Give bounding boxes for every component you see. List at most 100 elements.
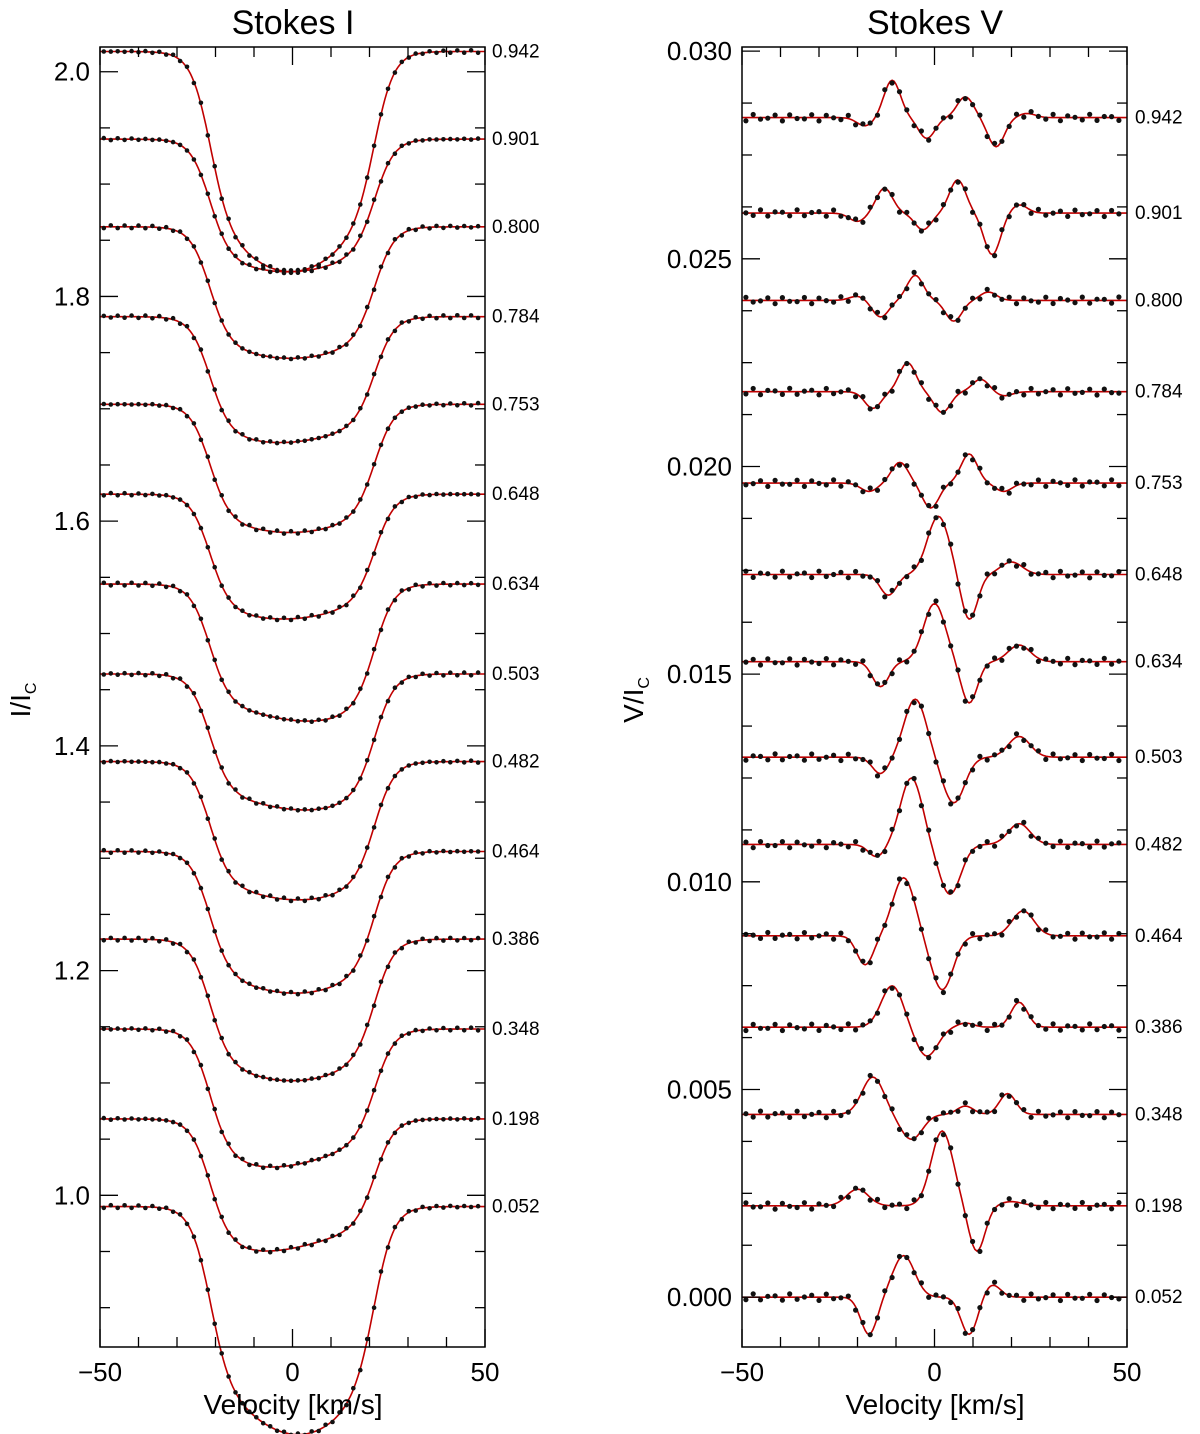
observed-point [838,841,844,847]
observed-point [933,402,939,408]
observed-point [392,773,398,779]
observed-point [948,1109,954,1115]
observed-point [344,602,349,608]
observed-point [1050,1292,1056,1298]
observed-point [455,1117,460,1122]
observed-point [385,426,391,432]
stokes-v-series-0.464 [742,876,1127,996]
observed-point [219,318,224,323]
observed-point [933,975,939,981]
observed-point [337,1147,342,1152]
observed-point [948,971,954,977]
observed-point [1094,661,1100,668]
observed-point [1043,1113,1049,1119]
observed-point [757,570,764,576]
observed-point [177,1122,183,1127]
observed-point [129,759,134,765]
observed-point [1116,483,1122,489]
observed-point [434,223,439,229]
observed-point [385,160,391,166]
observed-point [191,1049,197,1055]
observed-point [882,1288,888,1294]
observed-point [992,1279,998,1285]
observed-point [267,714,273,719]
observed-point [316,1428,322,1434]
observed-point [896,462,903,468]
observed-point [1072,752,1078,758]
observed-point [413,1118,419,1123]
observed-point [977,1109,983,1115]
observed-point [765,1025,771,1031]
observed-point [115,493,120,498]
observed-point [101,313,107,319]
observed-point [226,595,231,600]
observed-point [1028,571,1034,577]
observed-point [757,298,764,304]
observed-point [970,1109,976,1115]
observed-point [163,492,169,498]
observed-point [413,494,419,500]
stokes-v-ylabel: V/IC [618,677,653,723]
observed-point [1021,481,1027,487]
observed-point [750,385,756,392]
observed-point [1013,111,1020,117]
observed-point [427,1206,432,1211]
observed-point [757,753,764,760]
observed-point [115,401,120,407]
observed-point [358,1208,363,1214]
observed-point [420,1204,425,1210]
observed-point [198,437,204,443]
observed-point [838,1112,844,1119]
observed-point [984,1290,990,1296]
observed-point [253,801,259,806]
observed-point [115,313,120,319]
observed-point [874,852,881,858]
observed-point [198,1062,204,1068]
observed-point [1116,1200,1122,1206]
observed-point [853,122,859,128]
observed-point [1035,835,1041,841]
observed-point [101,493,107,498]
observed-point [970,931,976,937]
observed-point [1094,934,1100,940]
observed-point [385,874,391,880]
observed-point [853,292,859,298]
observed-point [434,935,439,941]
observed-point [448,315,453,321]
observed-point [337,244,342,249]
observed-point [794,839,800,845]
observed-point [184,1037,190,1042]
observed-point [1101,213,1107,220]
observed-point [247,437,252,442]
stokes-v-phase-label: 0.482 [1135,834,1183,855]
observed-point [889,1106,895,1112]
observed-point [911,1136,917,1142]
observed-point [779,391,786,397]
observed-point [378,530,384,535]
observed-point [1028,482,1034,488]
observed-point [999,138,1005,144]
observed-point [143,759,148,765]
observed-point [157,49,162,55]
model-line [100,315,485,444]
observed-point [860,219,866,225]
observed-point [889,985,895,991]
observed-point [163,52,169,57]
observed-point [378,1269,384,1274]
observed-point [999,562,1005,568]
observed-point [240,795,245,800]
observed-point [823,1202,829,1208]
observed-point [809,751,815,757]
stokes-i-plot-area [100,48,485,1434]
observed-point [101,1115,107,1121]
observed-point [896,876,903,882]
observed-point [962,452,968,458]
observed-point [108,315,114,320]
observed-point [163,584,169,590]
observed-point [1050,478,1056,484]
observed-point [378,627,384,633]
observed-point [260,1165,266,1171]
observed-point [831,936,837,942]
observed-point [940,1294,947,1300]
observed-point [757,1025,764,1031]
